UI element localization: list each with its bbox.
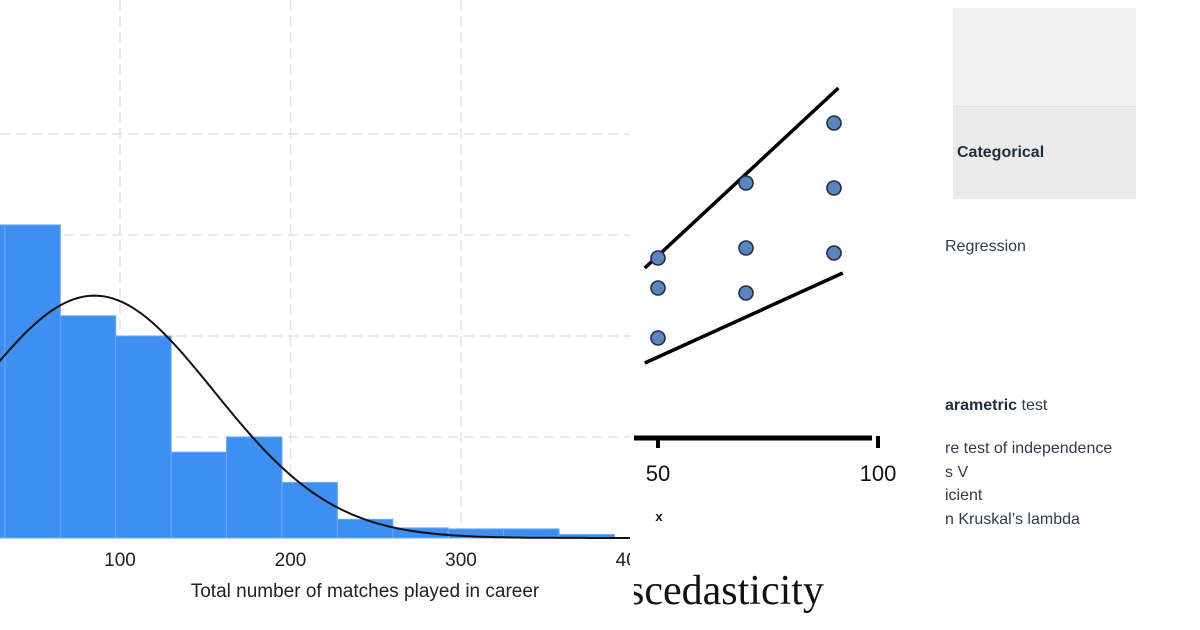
scatter-panel: 50 100 x scedasticity xyxy=(634,0,940,630)
test-selection-table: Categorical Regression arametric test re… xyxy=(940,0,1200,630)
scatter-point xyxy=(738,175,754,191)
histogram-bar xyxy=(226,436,283,539)
scatter-point xyxy=(650,250,666,266)
scatter-bound-line-lower xyxy=(644,271,844,365)
scatter-x-tick-label: 50 xyxy=(646,461,670,486)
histogram-x-tick-label: 400 xyxy=(616,550,630,571)
normal-curve xyxy=(0,294,630,539)
histogram-x-axis-label: Total number of matches played in career xyxy=(191,581,540,602)
table-list-item: s V xyxy=(945,463,969,481)
scatter-point xyxy=(650,280,666,296)
histogram-bar xyxy=(281,481,338,539)
histogram-bar xyxy=(336,518,394,539)
histogram-bar xyxy=(170,451,228,539)
table-list-item: re test of independence xyxy=(945,440,1113,457)
table-list-item: icient xyxy=(945,487,983,504)
scatter-point xyxy=(826,115,842,131)
histogram-chart: 100 200 300 400 Total number of matches pla… xyxy=(0,0,630,602)
nonparametric-label: arametric xyxy=(945,397,1018,414)
histogram-bar xyxy=(115,335,172,539)
histogram-panel: 100 200 300 400 Total number of matches pla… xyxy=(0,0,630,602)
scatter-x-tick-label: 100 xyxy=(860,461,897,486)
table-header-categorical: Categorical xyxy=(957,144,1045,161)
scatter-point xyxy=(826,245,842,261)
histogram-bar xyxy=(0,224,6,539)
scatter-chart: 50 100 x scedasticity xyxy=(634,86,897,614)
scatter-point xyxy=(826,180,842,196)
histogram-x-tick-label: 200 xyxy=(275,550,307,571)
scatter-x-variable-label: x xyxy=(655,509,663,524)
table-test-list: re test of independence s V icient n Kru… xyxy=(945,437,1112,531)
scatter-point xyxy=(650,330,666,346)
scatter-point xyxy=(738,240,754,256)
histogram-x-tick-label: 300 xyxy=(445,550,477,571)
table-header-row xyxy=(953,106,1136,199)
histogram-bar xyxy=(59,315,117,539)
histogram-bar xyxy=(4,224,61,539)
table-item-regression: Regression xyxy=(945,238,1026,255)
table-item-nonparametric: arametric test xyxy=(945,397,1047,415)
scatter-title: scedasticity xyxy=(634,568,824,614)
histogram-x-tick-label: 100 xyxy=(104,550,136,571)
scatter-point xyxy=(738,285,754,301)
nonparametric-test-label: test xyxy=(1017,397,1048,414)
table-list-item: n Kruskal’s lambda xyxy=(945,510,1080,528)
